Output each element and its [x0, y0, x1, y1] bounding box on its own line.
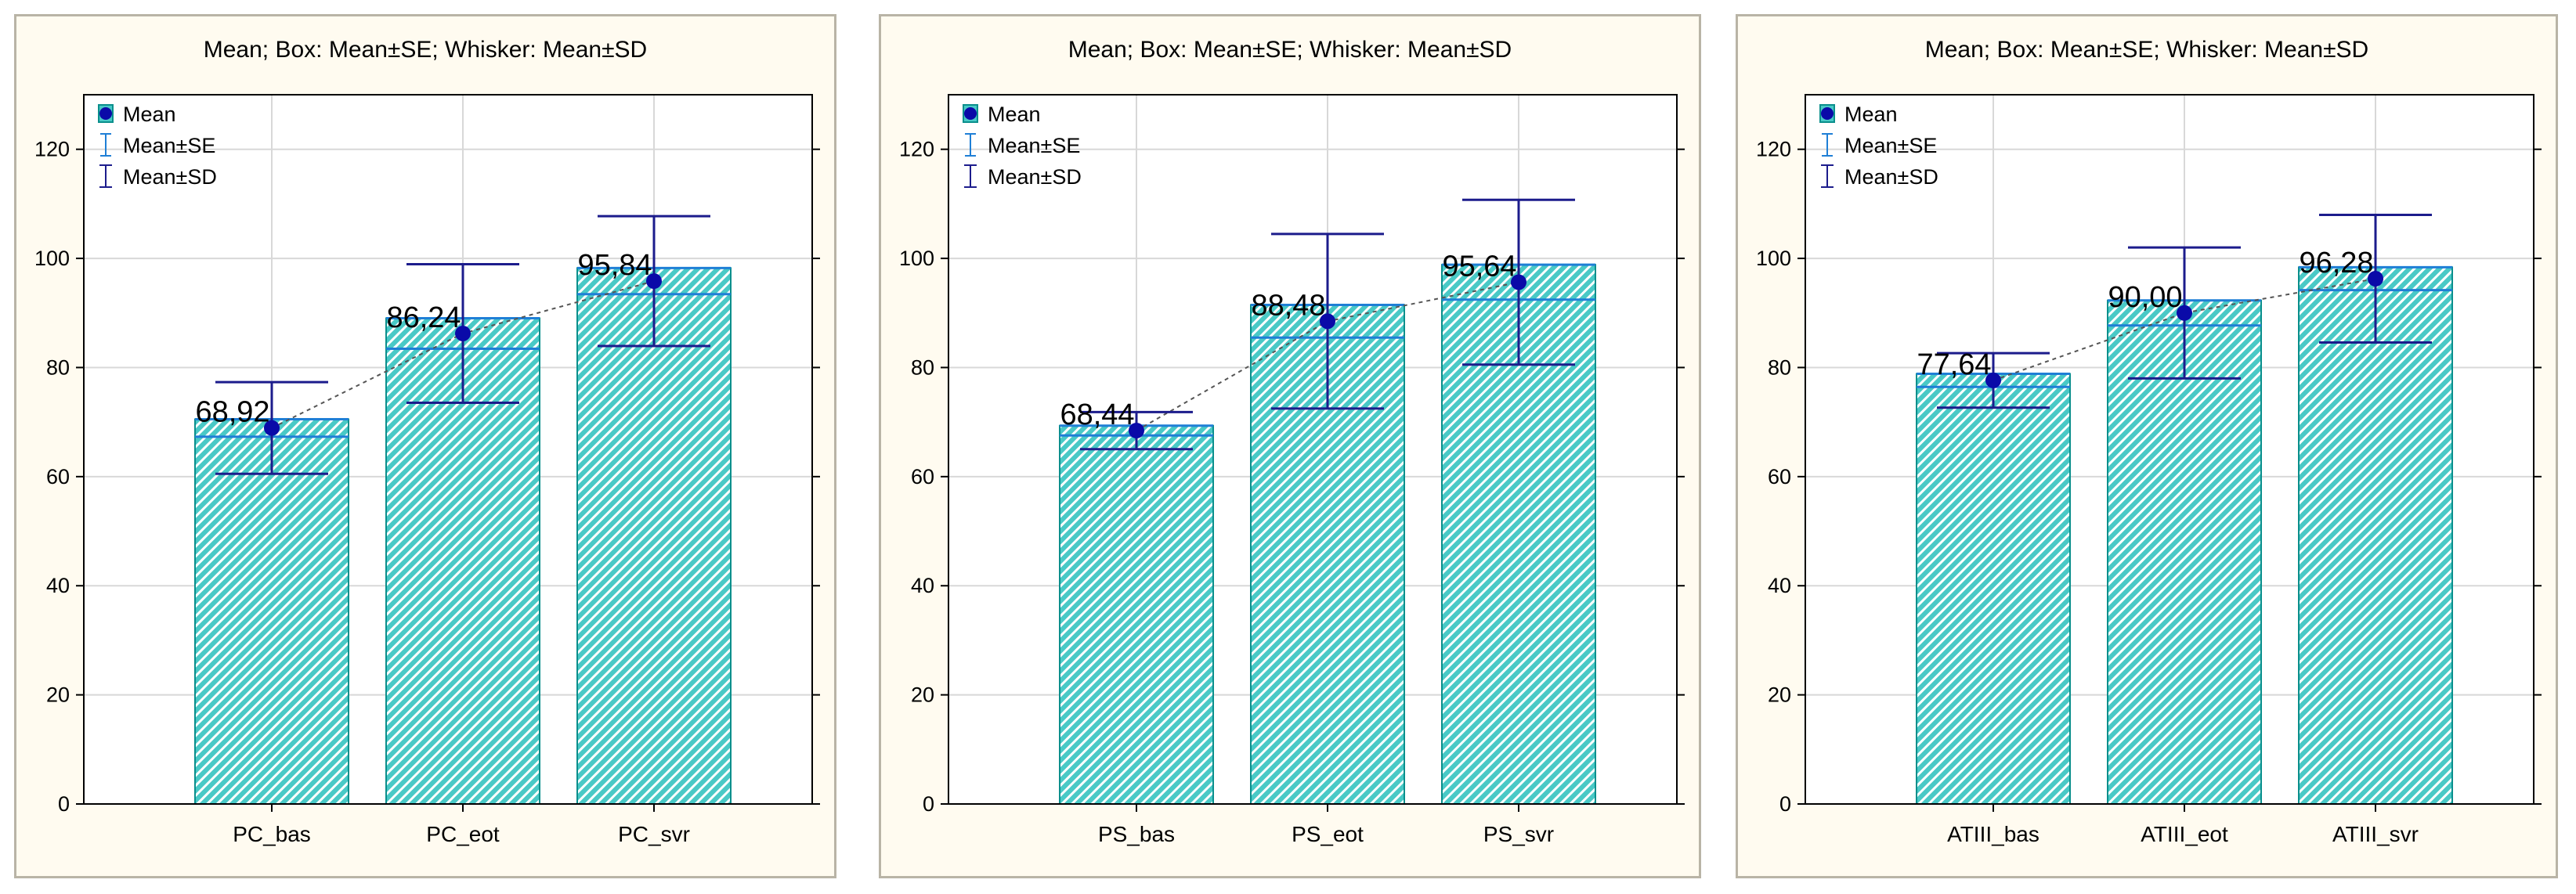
- mean-value-label: 90,00: [2108, 281, 2182, 314]
- x-category-label: PC_svr: [618, 822, 690, 846]
- x-category-label: PC_bas: [233, 822, 311, 846]
- mean-point-PC_eot: [455, 325, 471, 341]
- mean-value-label: 68,44: [1060, 398, 1134, 431]
- mean-point-ATIII_eot: [2177, 305, 2192, 321]
- bar-PC_bas: [194, 418, 349, 805]
- y-tick-label: 0: [58, 792, 70, 816]
- plot-frame: [1805, 94, 2534, 805]
- legend-mean-label: Mean: [1844, 103, 1898, 126]
- mean-point-PC_bas: [264, 420, 280, 436]
- mean-value-label: 77,64: [1917, 348, 1991, 381]
- legend-se-label: Mean±SE: [123, 134, 215, 157]
- chart-title: Mean; Box: Mean±SE; Whisker: Mean±SD: [204, 37, 647, 63]
- legend-mean-label: Mean: [988, 103, 1041, 126]
- plot-frame: [948, 94, 1678, 805]
- y-tick-label: 20: [911, 683, 934, 707]
- chart-panel-atiii: Mean; Box: Mean±SE; Whisker: Mean±SD 77,6…: [1736, 14, 2558, 878]
- legend-mean-dot-icon: [99, 107, 112, 120]
- y-tick-label: 20: [46, 683, 70, 707]
- mean-value-label: 96,28: [2299, 247, 2373, 279]
- bar-ATIII_eot: [2107, 299, 2262, 805]
- y-tick-label: 60: [911, 465, 934, 488]
- mean-value-label: 68,92: [195, 396, 269, 429]
- legend-mean-label: Mean: [123, 103, 176, 126]
- bar-PC_svr: [576, 267, 732, 805]
- mean-point-PS_eot: [1320, 313, 1335, 330]
- y-tick-label: 20: [1768, 683, 1791, 707]
- legend-mean-dot-icon: [1821, 107, 1834, 120]
- y-tick-label: 120: [1756, 138, 1791, 161]
- legend-sd-label: Mean±SD: [123, 165, 217, 189]
- mean-point-ATIII_bas: [1985, 372, 2001, 388]
- y-tick-label: 100: [1756, 247, 1791, 270]
- chart-svg-atiii: Mean; Box: Mean±SE; Whisker: Mean±SD 77,6…: [1756, 37, 2542, 846]
- y-tick-label: 60: [1768, 465, 1791, 488]
- y-tick-label: 40: [1768, 574, 1791, 597]
- legend-sd-label: Mean±SD: [1844, 165, 1938, 189]
- mean-value-label: 95,64: [1442, 250, 1516, 283]
- chart-panel-pc: Mean; Box: Mean±SE; Whisker: Mean±SD 68,9…: [14, 14, 836, 878]
- chart-svg-pc: Mean; Box: Mean±SE; Whisker: Mean±SD 68,9…: [34, 37, 820, 846]
- chart-svg-ps: Mean; Box: Mean±SE; Whisker: Mean±SD 68,4…: [899, 37, 1685, 846]
- x-category-label: PS_svr: [1483, 822, 1554, 846]
- mean-value-label: 88,48: [1251, 289, 1325, 322]
- y-tick-label: 100: [34, 247, 70, 270]
- legend-se-label: Mean±SE: [1844, 134, 1937, 157]
- y-tick-label: 80: [46, 355, 70, 379]
- mean-point-PC_svr: [646, 273, 662, 290]
- mean-value-label: 86,24: [386, 301, 461, 334]
- mean-point-ATIII_svr: [2368, 271, 2383, 287]
- chart-title: Mean; Box: Mean±SE; Whisker: Mean±SD: [1068, 37, 1512, 63]
- y-tick-label: 80: [1768, 355, 1791, 379]
- legend-sd-label: Mean±SD: [988, 165, 1082, 189]
- x-category-label: ATIII_svr: [2332, 822, 2419, 846]
- mean-point-PS_bas: [1129, 423, 1144, 439]
- x-category-label: PC_eot: [426, 822, 500, 846]
- mean-point-PS_svr: [1511, 274, 1526, 290]
- y-tick-label: 80: [911, 355, 934, 379]
- legend-se-label: Mean±SE: [988, 134, 1080, 157]
- mean-trend-line: [1993, 278, 2376, 381]
- bar-ATIII_svr: [2298, 266, 2453, 805]
- y-tick-label: 0: [923, 792, 934, 816]
- y-tick-label: 100: [899, 247, 934, 270]
- x-category-label: ATIII_bas: [1947, 822, 2039, 846]
- chart-title: Mean; Box: Mean±SE; Whisker: Mean±SD: [1925, 37, 2368, 63]
- y-tick-label: 120: [899, 138, 934, 161]
- bar-ATIII_bas: [1916, 373, 2071, 805]
- plot-frame: [83, 94, 813, 805]
- x-category-label: PS_eot: [1292, 822, 1364, 846]
- bar-PS_bas: [1059, 424, 1214, 805]
- chart-panel-ps: Mean; Box: Mean±SE; Whisker: Mean±SD 68,4…: [879, 14, 1701, 878]
- legend-mean-dot-icon: [964, 107, 977, 120]
- y-tick-label: 0: [1779, 792, 1791, 816]
- x-category-label: PS_bas: [1098, 822, 1175, 846]
- y-tick-label: 60: [46, 465, 70, 488]
- mean-value-label: 95,84: [577, 249, 652, 282]
- y-tick-label: 120: [34, 138, 70, 161]
- y-tick-label: 40: [46, 574, 70, 597]
- x-category-label: ATIII_eot: [2141, 822, 2228, 846]
- y-tick-label: 40: [911, 574, 934, 597]
